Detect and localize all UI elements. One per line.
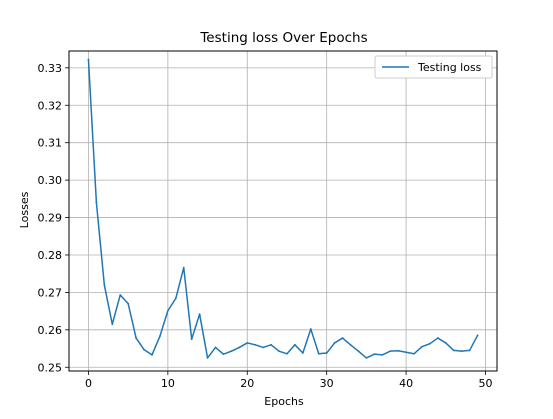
y-tick-label: 0.28 [38,249,63,262]
data-point-24 [278,350,280,353]
data-point-11 [174,297,177,300]
data-point-17 [222,353,225,356]
data-point-31 [333,342,336,344]
data-point-36 [373,353,376,356]
series-line-testing-loss [87,58,479,359]
data-point-1 [95,201,98,204]
data-point-3 [111,323,114,326]
data-point-10 [166,309,169,312]
data-point-43 [429,342,431,345]
y-tick-label: 0.26 [38,324,63,337]
data-point-40 [405,351,407,354]
data-point-45 [444,342,447,344]
x-tick-label: 10 [161,377,175,390]
data-point-15 [206,357,209,359]
data-point-14 [198,313,201,316]
data-point-42 [421,345,423,348]
data-point-28 [309,328,312,330]
x-tick-label: 20 [240,377,254,390]
data-point-35 [365,357,368,359]
chart-title: Testing loss Over Epochs [199,30,367,46]
data-points [87,58,479,359]
x-axis-label: Epochs [264,395,304,408]
x-tick-label: 0 [85,377,92,390]
data-point-20 [246,342,249,344]
data-point-16 [214,346,217,349]
y-tick-label: 0.31 [38,137,63,150]
data-point-27 [301,352,304,354]
x-tick-label: 30 [320,377,334,390]
data-point-39 [397,349,400,352]
data-point-38 [389,350,392,353]
y-tick-label: 0.29 [38,212,63,225]
data-point-37 [381,354,384,356]
axis-ticks: 0 10 20 30 40 50 0.25 0.26 0.27 0.28 0.29 0.30 0.31 0… [38,62,493,390]
y-tick-label: 0.25 [38,361,63,374]
data-point-23 [270,343,272,346]
legend-label: Testing loss [417,61,482,74]
y-tick-label: 0.32 [38,99,63,112]
data-point-44 [436,337,439,339]
y-axis-label: Losses [18,191,31,228]
data-point-19 [238,346,241,349]
data-point-26 [294,343,296,346]
data-point-48 [468,349,471,352]
legend-box [374,55,493,79]
data-point-21 [254,343,257,346]
legend: Testing loss [374,55,493,79]
data-point-9 [159,335,161,338]
data-point-4 [119,294,122,296]
data-point-8 [151,354,153,356]
data-point-49 [476,334,479,337]
data-point-7 [143,348,145,351]
data-point-32 [341,337,344,339]
data-point-30 [325,352,328,354]
data-point-18 [230,350,233,353]
data-point-13 [190,338,193,341]
y-tick-label: 0.33 [38,62,63,75]
data-point-33 [349,343,352,346]
data-point-22 [262,346,265,349]
data-point-12 [182,266,185,269]
data-point-0 [87,58,90,61]
grid [69,51,497,371]
x-tick-label: 40 [399,377,413,390]
y-tick-label: 0.27 [38,286,63,299]
data-point-34 [357,350,360,353]
data-point-47 [460,350,463,353]
x-tick-label: 50 [478,377,492,390]
data-point-25 [286,352,288,355]
data-point-46 [452,349,455,352]
data-point-5 [127,302,130,305]
y-tick-label: 0.30 [38,174,63,187]
data-point-6 [135,337,137,339]
data-point-41 [413,352,415,355]
plot-frame [68,50,498,372]
data-point-29 [317,352,320,355]
data-point-2 [103,284,106,286]
